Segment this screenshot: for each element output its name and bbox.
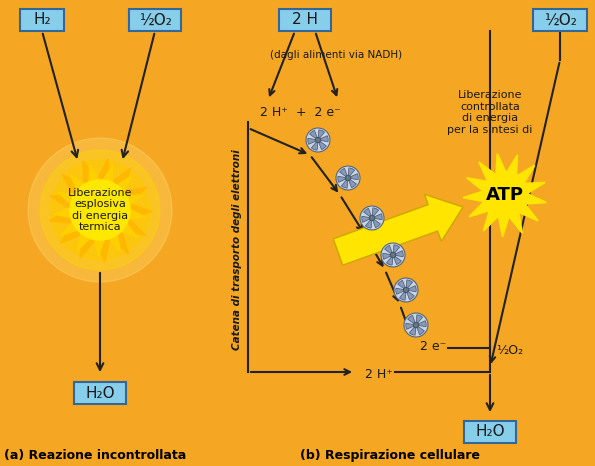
Text: Liberazione
controllata
di energia
per la sintesi di: Liberazione controllata di energia per l… bbox=[447, 90, 533, 135]
Polygon shape bbox=[340, 168, 348, 178]
Polygon shape bbox=[416, 315, 422, 325]
Circle shape bbox=[381, 243, 405, 267]
Polygon shape bbox=[342, 178, 348, 188]
FancyBboxPatch shape bbox=[279, 9, 331, 31]
Circle shape bbox=[369, 215, 375, 220]
Polygon shape bbox=[416, 325, 424, 335]
Circle shape bbox=[50, 160, 150, 260]
Polygon shape bbox=[408, 315, 416, 325]
Polygon shape bbox=[364, 208, 372, 218]
Text: ½O₂: ½O₂ bbox=[496, 343, 523, 356]
Text: 2 H⁺: 2 H⁺ bbox=[365, 368, 393, 381]
Polygon shape bbox=[406, 286, 416, 292]
Circle shape bbox=[404, 313, 428, 337]
Polygon shape bbox=[318, 130, 324, 140]
FancyBboxPatch shape bbox=[533, 9, 587, 31]
Polygon shape bbox=[397, 281, 406, 290]
Text: ½O₂: ½O₂ bbox=[544, 13, 577, 27]
Polygon shape bbox=[406, 280, 412, 290]
Polygon shape bbox=[393, 255, 402, 265]
FancyBboxPatch shape bbox=[20, 9, 64, 31]
Circle shape bbox=[414, 322, 419, 328]
Polygon shape bbox=[318, 140, 326, 150]
Polygon shape bbox=[393, 245, 400, 255]
Text: (dagli alimenti via NADH): (dagli alimenti via NADH) bbox=[270, 50, 402, 60]
Polygon shape bbox=[372, 208, 378, 218]
Polygon shape bbox=[463, 154, 546, 237]
Polygon shape bbox=[396, 288, 406, 295]
Circle shape bbox=[390, 253, 396, 258]
Circle shape bbox=[360, 206, 384, 230]
Text: ATP: ATP bbox=[486, 186, 524, 204]
Polygon shape bbox=[372, 218, 380, 227]
Polygon shape bbox=[348, 174, 358, 180]
Polygon shape bbox=[406, 323, 416, 329]
Circle shape bbox=[403, 288, 409, 293]
Polygon shape bbox=[393, 251, 403, 257]
Polygon shape bbox=[399, 290, 406, 300]
Polygon shape bbox=[348, 168, 355, 178]
Polygon shape bbox=[409, 325, 416, 335]
FancyArrow shape bbox=[333, 194, 463, 265]
Text: (b) Respirazione cellulare: (b) Respirazione cellulare bbox=[300, 449, 480, 462]
Polygon shape bbox=[386, 255, 393, 265]
Polygon shape bbox=[406, 290, 414, 300]
Polygon shape bbox=[384, 246, 393, 255]
Polygon shape bbox=[338, 176, 348, 182]
Text: Catena di trasporto degli elettroni: Catena di trasporto degli elettroni bbox=[232, 150, 242, 350]
Circle shape bbox=[315, 137, 321, 143]
Polygon shape bbox=[416, 321, 426, 327]
Circle shape bbox=[306, 128, 330, 152]
FancyBboxPatch shape bbox=[464, 421, 516, 443]
Polygon shape bbox=[362, 216, 372, 222]
Circle shape bbox=[336, 166, 360, 190]
Polygon shape bbox=[311, 140, 318, 150]
Text: H₂O: H₂O bbox=[475, 425, 505, 439]
Text: (a) Reazione incontrollata: (a) Reazione incontrollata bbox=[4, 449, 186, 462]
Polygon shape bbox=[318, 136, 328, 142]
FancyBboxPatch shape bbox=[74, 382, 126, 404]
Polygon shape bbox=[365, 218, 372, 228]
Text: ½O₂: ½O₂ bbox=[139, 13, 171, 27]
Text: 2 H⁺  +  2 e⁻: 2 H⁺ + 2 e⁻ bbox=[259, 105, 340, 118]
FancyBboxPatch shape bbox=[129, 9, 181, 31]
Polygon shape bbox=[348, 178, 356, 188]
Text: 2 H: 2 H bbox=[292, 13, 318, 27]
Polygon shape bbox=[308, 138, 318, 144]
Polygon shape bbox=[383, 253, 393, 259]
Text: Liberazione
esplosiva
di energia
termica: Liberazione esplosiva di energia termica bbox=[68, 188, 132, 233]
Polygon shape bbox=[54, 165, 146, 256]
Circle shape bbox=[345, 175, 350, 181]
Circle shape bbox=[40, 150, 160, 270]
Polygon shape bbox=[372, 214, 382, 220]
Text: 2 e⁻: 2 e⁻ bbox=[420, 340, 446, 352]
Polygon shape bbox=[309, 130, 318, 140]
Circle shape bbox=[394, 278, 418, 302]
Polygon shape bbox=[49, 158, 152, 262]
Text: H₂: H₂ bbox=[33, 13, 51, 27]
Circle shape bbox=[28, 138, 172, 282]
Circle shape bbox=[70, 180, 130, 240]
Text: H₂O: H₂O bbox=[85, 385, 115, 400]
